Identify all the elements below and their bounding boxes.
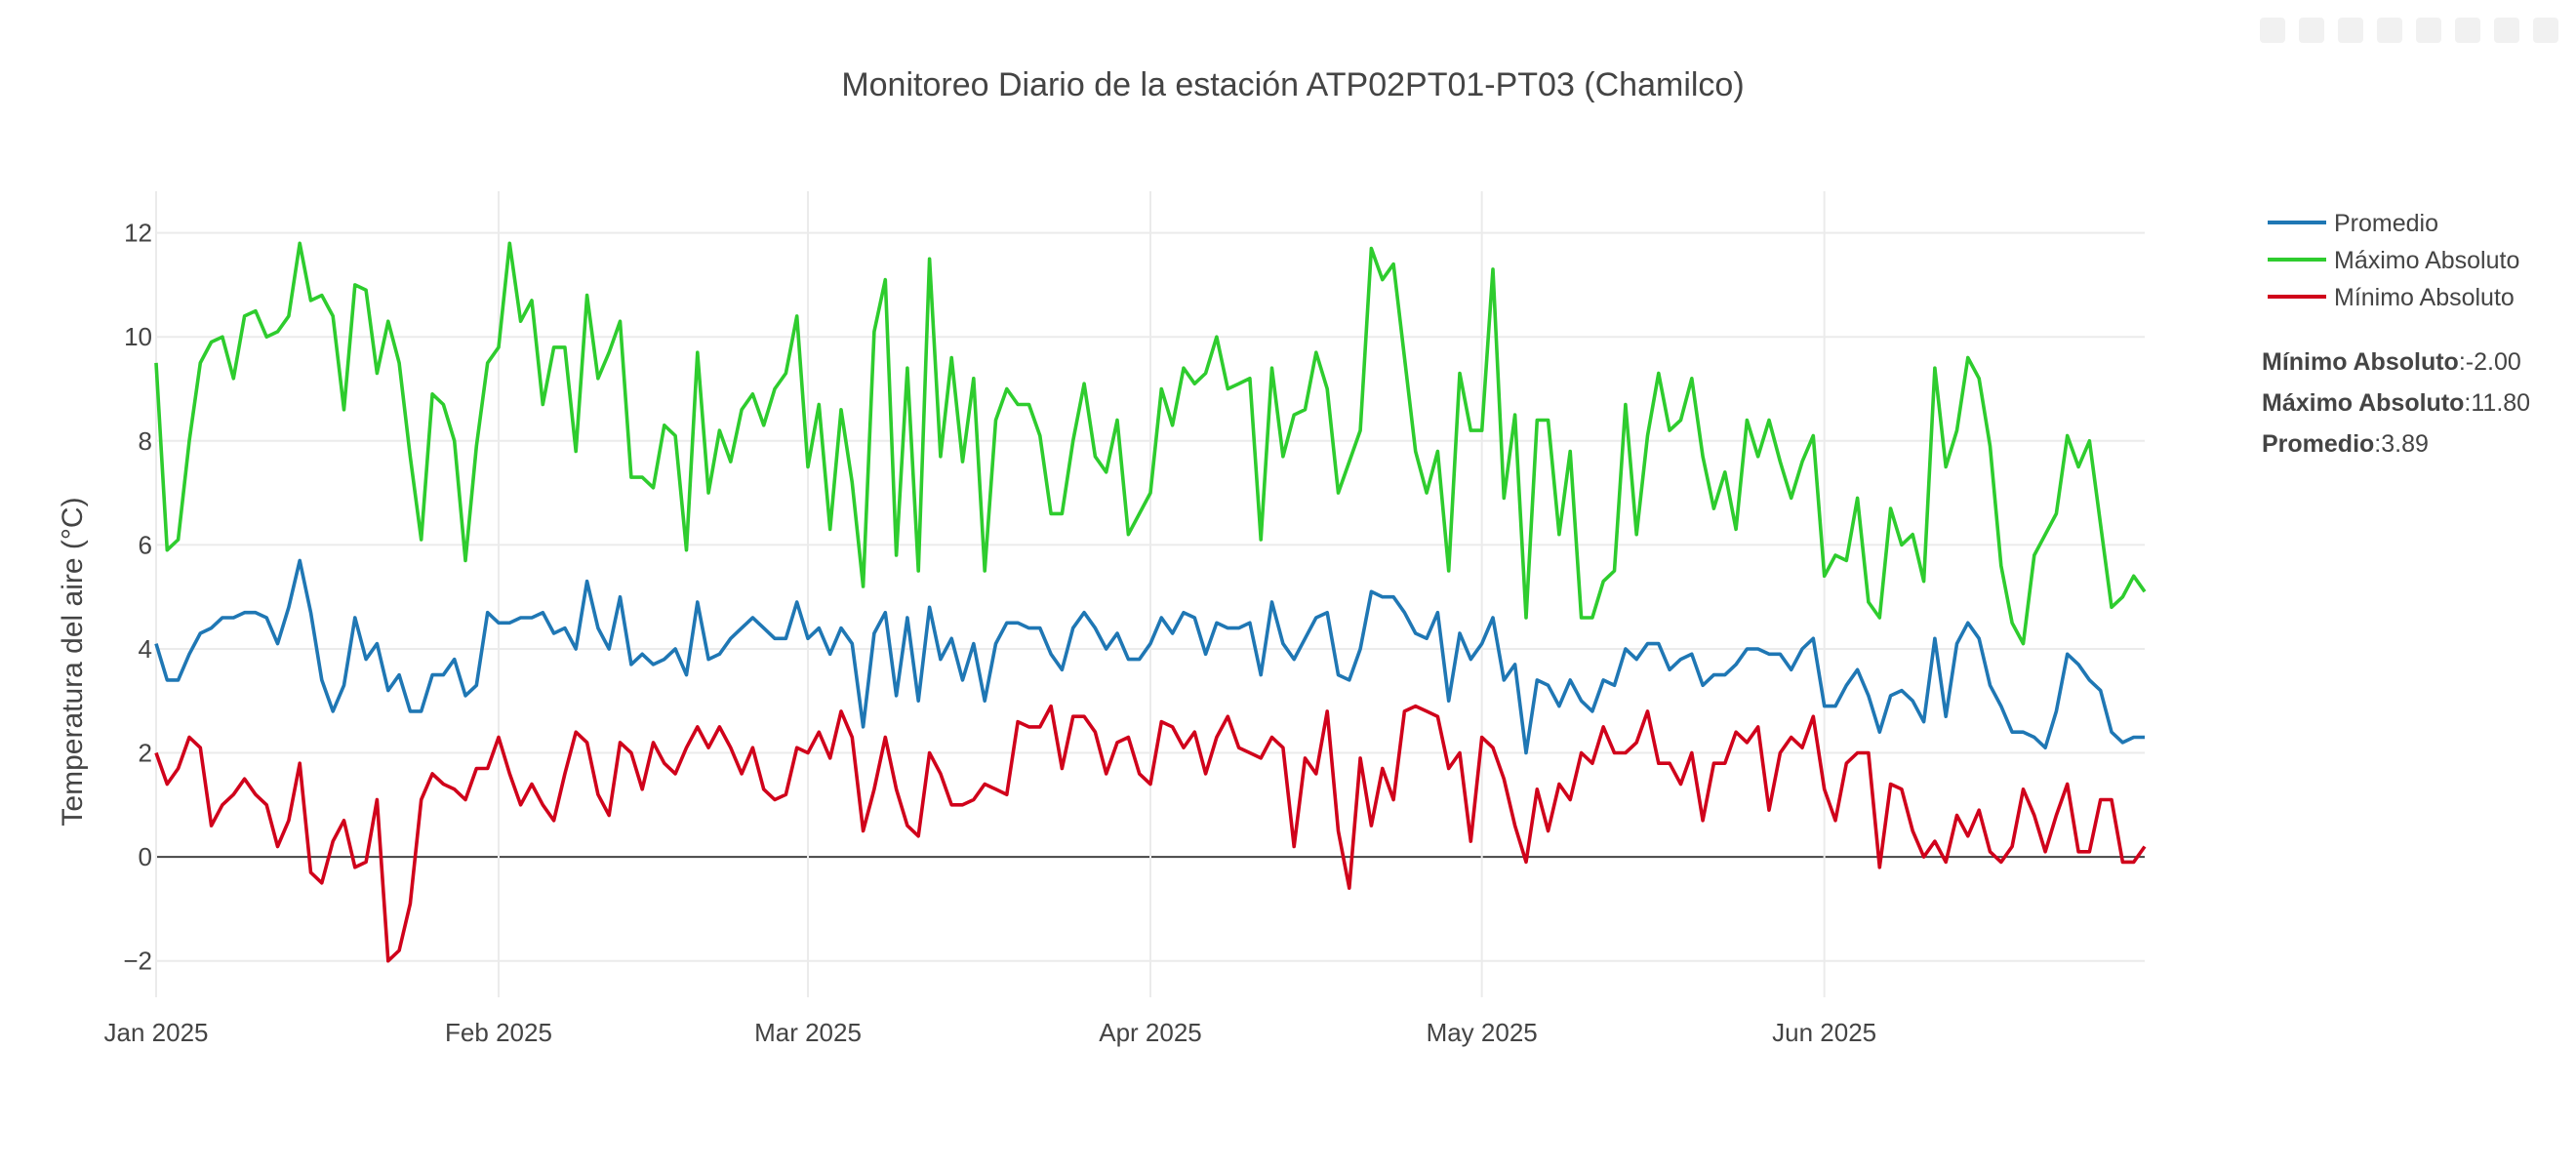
- legend[interactable]: Promedio Máximo Absoluto Mínimo Absoluto: [2268, 210, 2519, 311]
- camera-icon[interactable]: [2260, 18, 2285, 43]
- x-tick-label: Mar 2025: [754, 1018, 862, 1047]
- y-tick-label: 2: [139, 739, 152, 768]
- series-line-3: [154, 704, 2147, 963]
- y-tick-label: 12: [124, 219, 152, 248]
- autoscale-icon[interactable]: [2455, 18, 2480, 43]
- stat-avg-label: Promedio: [2262, 430, 2375, 458]
- y-tick-label: 8: [139, 426, 152, 456]
- x-tick-label: Jan 2025: [104, 1018, 209, 1047]
- legend-item-3[interactable]: Mínimo Absoluto: [2268, 284, 2515, 311]
- chart-title: Monitoreo Diario de la estación ATP02PT0…: [841, 66, 1744, 103]
- stats-panel: Mínimo Absoluto:-2.00 Máximo Absoluto:11…: [2262, 342, 2530, 464]
- zoom-icon[interactable]: [2299, 18, 2324, 43]
- legend-label: Máximo Absoluto: [2334, 247, 2519, 274]
- zoom-in-icon[interactable]: [2377, 18, 2402, 43]
- x-axis-ticks: Jan 2025 Feb 2025 Mar 2025 Apr 2025 May 2025…: [104, 1018, 1877, 1047]
- reset-axes-icon[interactable]: [2494, 18, 2519, 43]
- series-line-1: [154, 558, 2145, 755]
- series-layer: [154, 241, 2147, 963]
- stat-avg-value: :3.89: [2374, 430, 2429, 458]
- legend-label: Promedio: [2334, 210, 2438, 237]
- x-tick-label: Jun 2025: [1772, 1018, 1876, 1047]
- pan-icon[interactable]: [2338, 18, 2363, 43]
- stat-min-value: :-2.00: [2458, 348, 2521, 376]
- stat-max-value: :11.80: [2464, 389, 2531, 417]
- modebar[interactable]: [2260, 18, 2558, 43]
- y-tick-label: 4: [139, 634, 152, 664]
- y-tick-label: 6: [139, 530, 152, 559]
- y-tick-label: 0: [139, 842, 152, 871]
- stat-avg: Promedio:3.89: [2262, 424, 2530, 464]
- y-axis-ticks: −2 0 2 4 6 8 10 12: [123, 219, 152, 976]
- y-tick-label: 10: [124, 322, 152, 351]
- legend-item-2[interactable]: Máximo Absoluto: [2268, 247, 2519, 274]
- grid-layer: [155, 191, 2145, 997]
- y-tick-label: −2: [123, 947, 152, 976]
- x-tick-label: Apr 2025: [1099, 1018, 1202, 1047]
- legend-item-1[interactable]: Promedio: [2268, 210, 2438, 237]
- stat-max: Máximo Absoluto:11.80: [2262, 383, 2530, 424]
- stat-min: Mínimo Absoluto:-2.00: [2262, 342, 2530, 383]
- stat-min-label: Mínimo Absoluto: [2262, 348, 2459, 376]
- series-line-2: [154, 241, 2147, 646]
- y-axis-label: Temperatura del aire (°C): [57, 497, 89, 826]
- plotly-logo-icon: [2533, 18, 2558, 43]
- stat-max-label: Máximo Absoluto: [2262, 389, 2465, 417]
- x-tick-label: May 2025: [1427, 1018, 1538, 1047]
- legend-label: Mínimo Absoluto: [2334, 284, 2515, 311]
- x-tick-label: Feb 2025: [445, 1018, 552, 1047]
- zoom-out-icon[interactable]: [2416, 18, 2441, 43]
